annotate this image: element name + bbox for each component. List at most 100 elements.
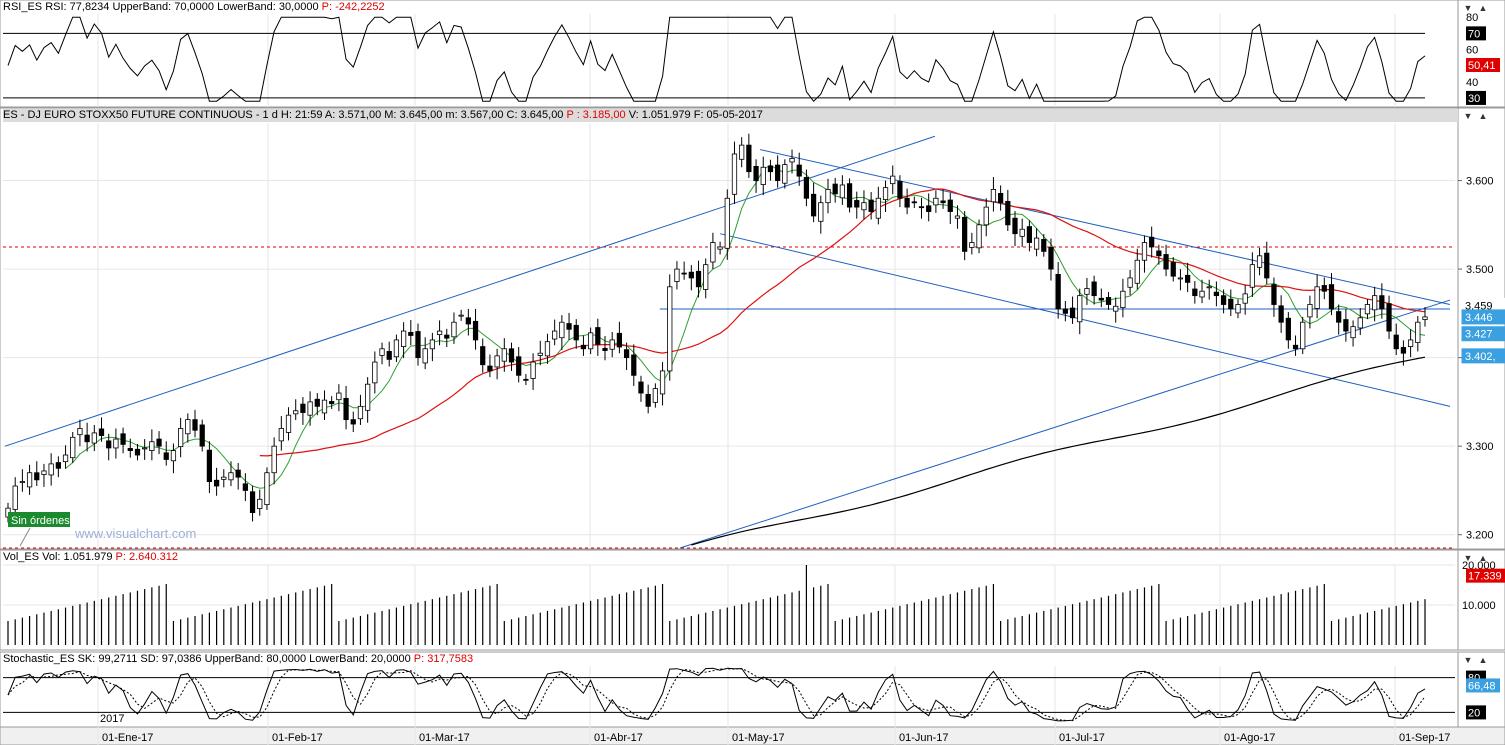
candle-body [307, 401, 313, 416]
candle-body [810, 193, 817, 217]
candle-body [249, 491, 256, 513]
stoch-scroll-up-button[interactable]: ▲ [1478, 655, 1488, 665]
candle-body [1156, 250, 1162, 257]
candle-body [954, 215, 961, 219]
volume-last-badge [1466, 568, 1505, 583]
candle-body [839, 184, 845, 199]
volume-scroll-up-button[interactable]: ▲ [1478, 553, 1488, 563]
price-tick-label-4: 3.200 [1466, 530, 1494, 542]
rsi-last-badge [1466, 57, 1500, 72]
candle-body [185, 419, 191, 435]
rsi-scroll-up-button[interactable]: ▲ [1478, 3, 1488, 13]
candle-body [221, 476, 227, 480]
candle-body [235, 469, 241, 478]
candle-body [1415, 321, 1421, 343]
candle-body [1084, 288, 1090, 295]
sma-slow-line [691, 356, 1426, 546]
candle-body [595, 327, 601, 345]
candle-body [178, 428, 184, 448]
candle-body [1120, 290, 1126, 309]
candle-body [472, 320, 479, 341]
candle-body [854, 200, 860, 208]
rsi-band-badge-1 [1466, 26, 1486, 41]
rsi-scroll-down-button[interactable]: ▼ [1463, 3, 1473, 13]
candle-body [803, 177, 810, 199]
candle-body [156, 438, 162, 447]
price-label-box-1 [1461, 309, 1505, 325]
candle-body [62, 454, 69, 463]
candle-body [1343, 319, 1349, 332]
candle-body [1422, 316, 1428, 320]
candle-body [206, 449, 213, 482]
candle-body [444, 334, 450, 339]
volume-scroll-down-button[interactable]: ▼ [1463, 553, 1473, 563]
candle-body [149, 441, 155, 452]
candle-body [436, 330, 443, 336]
candle-body [163, 452, 169, 460]
candle-body [753, 165, 759, 181]
candle-body [257, 498, 263, 509]
price-scroll-down-button[interactable]: ▼ [1463, 111, 1473, 121]
candle-body [429, 339, 435, 350]
candle-body [1077, 295, 1083, 323]
candle-body [314, 398, 320, 407]
price-label-1: 3.446 [1465, 312, 1493, 324]
candle-body [48, 463, 54, 476]
candle-body [731, 153, 738, 195]
candle-body [1062, 308, 1068, 314]
sin-ordenes-pointer [19, 527, 31, 547]
candle-body [638, 381, 644, 394]
candle-body [142, 447, 148, 450]
price-header-p: P : 3.185,00 [566, 109, 626, 121]
candle-body [465, 317, 471, 325]
candle-body [343, 397, 349, 421]
candle-body [746, 144, 752, 173]
month-label-2: 01-Mar-17 [419, 732, 470, 744]
candle-body [1300, 321, 1306, 350]
candle-body [400, 330, 407, 347]
candle-body [875, 197, 881, 219]
candle-body [940, 200, 946, 204]
price-scroll-up-button[interactable]: ▲ [1478, 111, 1488, 121]
candle-body [1134, 259, 1140, 284]
candle-body [631, 354, 637, 376]
candle-body [1336, 311, 1342, 323]
candle-body [1400, 347, 1407, 354]
candle-body [695, 270, 702, 288]
candle-body [825, 189, 831, 204]
stoch-header-p: P: 317,7583 [413, 653, 474, 665]
candle-body [365, 383, 371, 411]
rsi-line [7, 16, 1426, 102]
candle-body [832, 183, 838, 195]
candle-body [1113, 305, 1119, 312]
stoch-scroll-down-button[interactable]: ▼ [1463, 655, 1473, 665]
candle-body [530, 361, 536, 379]
candle-body [34, 472, 40, 481]
price-label-3: 3.402, [1465, 351, 1496, 363]
rsi-tick-label-4: 40 [1466, 77, 1478, 89]
candle-body [408, 332, 414, 336]
candle-body [1098, 297, 1104, 301]
volume-header: Vol_ES Vol: 1.051.979 P: 2.640.312 [3, 551, 178, 564]
candle-body [321, 399, 328, 414]
month-label-8: 01-Sep-17 [1399, 732, 1450, 744]
price-panel-frame [0, 107, 1505, 550]
candle-body [976, 224, 982, 249]
candle-body [19, 481, 26, 483]
month-label-3: 01-Abr-17 [594, 732, 643, 744]
candle-body [1206, 286, 1212, 289]
candle-body [1012, 217, 1018, 235]
candle-body [947, 199, 953, 212]
month-label-1: 01-Feb-17 [272, 732, 323, 744]
candle-body [213, 479, 220, 487]
candle-body [760, 166, 766, 185]
candle-body [106, 440, 112, 449]
candle-body [983, 206, 989, 226]
stoch-sd-line [7, 667, 1426, 722]
candle-body [782, 164, 788, 184]
candle-body [329, 401, 335, 405]
price-header-tail: V: 1.051.979 F: 05-05-2017 [628, 109, 763, 121]
rsi-header: RSI_ES RSI: 77,8234 UpperBand: 70,0000 L… [3, 1, 385, 14]
candle-body [228, 472, 234, 481]
price-label-box-2 [1461, 326, 1505, 342]
